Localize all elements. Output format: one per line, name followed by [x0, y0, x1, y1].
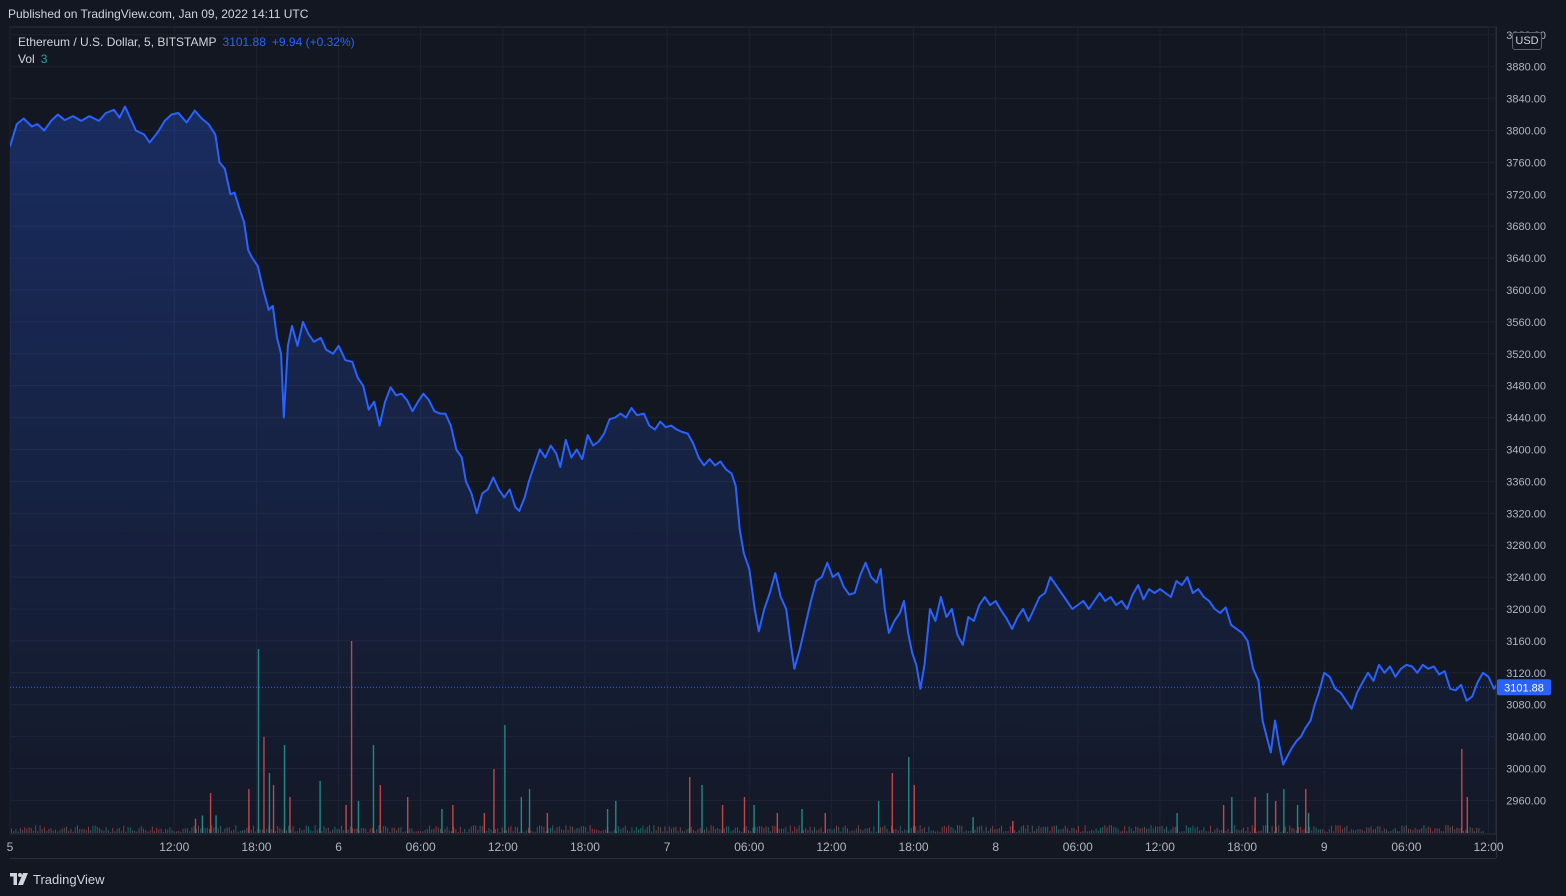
symbol-title[interactable]: Ethereum / U.S. Dollar, 5, BITSTAMP — [18, 35, 217, 49]
price-tick-label: 3320.00 — [1506, 508, 1546, 520]
time-tick-label: 7 — [664, 840, 671, 854]
time-tick-label: 12:00 — [159, 840, 189, 854]
price-tick-label: 3000.00 — [1506, 764, 1546, 776]
time-tick-label: 12:00 — [816, 840, 846, 854]
time-tick-label: 12:00 — [1474, 840, 1504, 854]
time-tick-label: 8 — [992, 840, 999, 854]
time-tick-label: 06:00 — [406, 840, 436, 854]
time-tick-label: 12:00 — [1145, 840, 1175, 854]
last-price-line: 3101.88 — [10, 679, 1551, 696]
currency-button[interactable]: USD — [1512, 32, 1542, 50]
price-tick-label: 3120.00 — [1506, 668, 1546, 680]
time-tick-label: 9 — [1321, 840, 1328, 854]
price-tick-label: 3080.00 — [1506, 700, 1546, 712]
time-tick-label: 18:00 — [241, 840, 271, 854]
volume-value: 3 — [40, 52, 48, 66]
price-tick-label: 3520.00 — [1506, 349, 1546, 361]
legend-change: +9.94 (+0.32%) — [271, 35, 355, 49]
time-tick-label: 06:00 — [734, 840, 764, 854]
price-tick-label: 3480.00 — [1506, 381, 1546, 393]
price-tick-label: 3360.00 — [1506, 476, 1546, 488]
publish-bar: Published on TradingView.com, Jan 09, 20… — [0, 0, 1566, 27]
time-tick-label: 06:00 — [1391, 840, 1421, 854]
volume-label[interactable]: Vol — [18, 52, 35, 66]
price-tick-label: 3760.00 — [1506, 157, 1546, 169]
legend-price: 3101.88 — [222, 35, 266, 49]
price-series — [10, 105, 1496, 834]
price-tick-label: 3720.00 — [1506, 189, 1546, 201]
time-axis[interactable]: 5 12:00 18:00 6 06:00 12:00 18:00 7 06:00 12:00 18… — [7, 840, 1504, 854]
tradingview-logo-icon — [10, 873, 28, 885]
price-line — [10, 105, 1496, 766]
price-tick-label: 2960.00 — [1506, 795, 1546, 807]
time-tick-label: 18:00 — [899, 840, 929, 854]
time-tick-label: 18:00 — [1227, 840, 1257, 854]
time-tick-label: 12:00 — [488, 840, 518, 854]
time-tick-label: 18:00 — [570, 840, 600, 854]
price-tick-label: 3560.00 — [1506, 317, 1546, 329]
price-tick-label: 3680.00 — [1506, 221, 1546, 233]
price-tick-label: 3840.00 — [1506, 94, 1546, 106]
price-tick-label: 3640.00 — [1506, 253, 1546, 265]
legend-main-row: Ethereum / U.S. Dollar, 5, BITSTAMP 3101.… — [18, 34, 355, 51]
published-text: Published on TradingView.com, Jan 09, 20… — [8, 7, 309, 21]
price-tick-label: 3600.00 — [1506, 285, 1546, 297]
price-tick-label: 3440.00 — [1506, 413, 1546, 425]
price-tick-label: 3280.00 — [1506, 540, 1546, 552]
tradingview-brand[interactable]: TradingView — [10, 870, 105, 888]
price-area-fill — [10, 106, 1496, 834]
time-tick-label: 5 — [7, 840, 14, 854]
price-tick-label: 3240.00 — [1506, 572, 1546, 584]
brand-name: TradingView — [33, 871, 105, 887]
price-tick-label: 3400.00 — [1506, 445, 1546, 457]
legend-volume-row: Vol 3 — [18, 51, 355, 68]
last-price-label-bg — [1497, 679, 1551, 696]
last-price-label: 3101.88 — [1504, 682, 1544, 694]
time-tick-label: 06:00 — [1063, 840, 1093, 854]
footer-bar — [0, 866, 1566, 896]
price-tick-label: 3040.00 — [1506, 732, 1546, 744]
price-tick-label: 3880.00 — [1506, 62, 1546, 74]
price-tick-label: 3200.00 — [1506, 604, 1546, 616]
time-tick-label: 6 — [335, 840, 342, 854]
price-tick-label: 3800.00 — [1506, 126, 1546, 138]
price-tick-label: 3160.00 — [1506, 636, 1546, 648]
chart-legend: Ethereum / U.S. Dollar, 5, BITSTAMP 3101.… — [18, 34, 355, 68]
